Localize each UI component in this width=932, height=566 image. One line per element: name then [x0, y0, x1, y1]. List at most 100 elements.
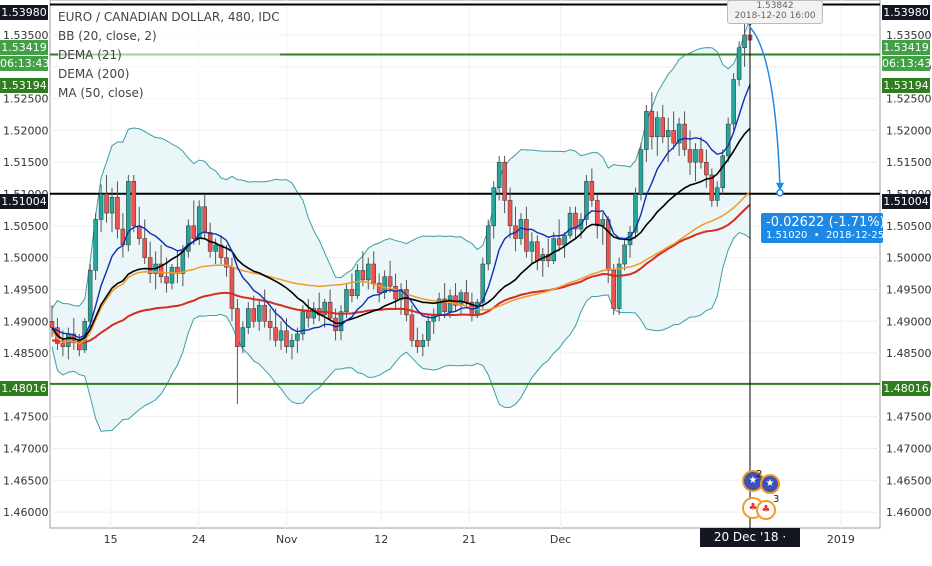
- candle-body: [687, 149, 693, 163]
- tooltip-price: 1.53842: [756, 1, 794, 11]
- ca-event-count: 3: [773, 494, 780, 505]
- candle-body: [240, 327, 246, 347]
- price-tag-last-b: 1.53194: [882, 78, 930, 93]
- candle-body: [180, 251, 186, 274]
- candle-body: [573, 212, 578, 230]
- y-tick-label: 1.46500: [886, 474, 932, 487]
- y-tick-label-left: 1.49500: [3, 283, 49, 296]
- y-tick-label-left: 1.51500: [3, 156, 49, 169]
- candle-body: [464, 292, 469, 303]
- candle-body: [529, 241, 535, 252]
- candle-body: [382, 276, 387, 293]
- y-tick-label-left: 1.50000: [3, 252, 49, 265]
- candle-body: [142, 238, 147, 258]
- candle-body: [704, 161, 709, 176]
- candle-body: [338, 311, 344, 332]
- candle-body: [567, 212, 573, 236]
- x-tick-label: Dec: [550, 533, 571, 546]
- candle-body: [322, 301, 327, 316]
- candle-body: [229, 266, 235, 309]
- candle-body: [251, 308, 257, 322]
- candle-body: [71, 333, 77, 341]
- candle-body: [480, 263, 486, 303]
- candle-body: [60, 343, 66, 347]
- candle-body: [638, 149, 644, 195]
- candle-body: [273, 327, 278, 341]
- price-chart[interactable]: 1.46000 1.46000 1.46500 1.46500 1.47000 1.470…: [0, 0, 932, 550]
- candle-body: [191, 225, 197, 239]
- candle-body: [535, 241, 540, 262]
- candle-body: [186, 225, 191, 252]
- candle-body: [115, 196, 120, 230]
- candle-body: [404, 289, 409, 316]
- y-tick-label: 1.49000: [886, 315, 932, 328]
- y-tick-label: 1.47500: [886, 411, 932, 424]
- candle-body: [524, 219, 529, 252]
- measure-target-row: 1.51020 • 2018-12-25: [766, 230, 884, 241]
- y-tick-label: 1.48500: [886, 347, 932, 360]
- candle-body: [720, 155, 725, 188]
- candle-body: [224, 257, 229, 268]
- y-tick-label: 1.52500: [886, 93, 932, 106]
- candle-body: [202, 206, 207, 233]
- candle-body: [371, 263, 376, 284]
- eu-event-count: 2: [756, 469, 763, 480]
- bb-basis-line: [51, 127, 751, 342]
- candle-body: [169, 266, 175, 284]
- candle-body: [556, 238, 562, 246]
- candle-body: [98, 193, 104, 220]
- candle-body: [665, 130, 671, 138]
- eu-event-icon-2[interactable]: ★: [760, 474, 780, 494]
- measure-date: 2018-12-25: [825, 230, 885, 241]
- candle-body: [131, 181, 137, 227]
- y-tick-label-left: 1.49000: [3, 315, 49, 328]
- y-tick-label-left: 1.48500: [3, 347, 49, 360]
- candle-body: [333, 317, 338, 332]
- y-tick-label: 1.50000: [886, 252, 932, 265]
- forecast-point: [776, 189, 784, 197]
- ma50-legend[interactable]: MA (50, close): [58, 84, 280, 103]
- price-tag-countdown: 06:13:43: [882, 56, 932, 71]
- candle-body: [486, 225, 491, 265]
- candle-body: [545, 254, 551, 262]
- candle-body: [218, 244, 224, 258]
- candle-body: [344, 289, 349, 312]
- dema200-line: [51, 203, 751, 344]
- left-tag-low-line: 1.48016: [0, 381, 48, 396]
- dema200-legend[interactable]: DEMA (200): [58, 65, 280, 84]
- y-tick-label-left: 1.53500: [3, 29, 49, 42]
- dema21-legend[interactable]: DEMA (21): [58, 46, 280, 65]
- candle-body: [284, 330, 289, 347]
- symbol-title[interactable]: EURO / CANADIAN DOLLAR, 480, IDC: [58, 8, 280, 27]
- price-range-measure-label[interactable]: -0.02622 (-1.71%) 1.51020 • 2018-12-25: [761, 213, 885, 243]
- bb-legend[interactable]: BB (20, close, 2): [58, 27, 280, 46]
- indicator-legend: EURO / CANADIAN DOLLAR, 480, IDC BB (20,…: [58, 8, 280, 103]
- candle-body: [349, 289, 355, 297]
- candle-body: [93, 219, 98, 271]
- y-tick-label-left: 1.52000: [3, 124, 49, 137]
- forecast-arrowhead: [776, 182, 784, 191]
- candle-body: [633, 193, 638, 233]
- ca-event-icon-2[interactable]: ♣: [756, 500, 776, 520]
- candle-body: [584, 181, 589, 220]
- candle-body: [709, 174, 715, 201]
- price-tag-mid-line: 1.51004: [882, 194, 930, 209]
- candle-body: [246, 308, 251, 328]
- candle-body: [278, 330, 284, 341]
- x-tick-label: 12: [374, 533, 388, 546]
- candle-body: [409, 314, 415, 341]
- candle-body: [420, 340, 426, 347]
- candle-body: [447, 295, 453, 312]
- candle-body: [605, 219, 611, 271]
- y-tick-label: 1.50500: [886, 220, 932, 233]
- y-tick-label: 1.46000: [886, 506, 932, 519]
- left-tag-countdown: 06:13:43: [0, 56, 50, 71]
- candle-body: [671, 130, 676, 144]
- x-tick-label: 24: [192, 533, 206, 546]
- measure-dot-icon: •: [810, 230, 826, 241]
- candle-body: [137, 225, 142, 239]
- left-tag-last-a: 1.53419: [0, 40, 48, 55]
- y-tick-label-left: 1.47000: [3, 442, 49, 455]
- candle-body: [458, 292, 464, 306]
- candle-body: [355, 270, 360, 297]
